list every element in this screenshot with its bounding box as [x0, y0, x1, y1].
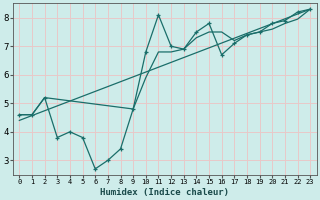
- X-axis label: Humidex (Indice chaleur): Humidex (Indice chaleur): [100, 188, 229, 197]
